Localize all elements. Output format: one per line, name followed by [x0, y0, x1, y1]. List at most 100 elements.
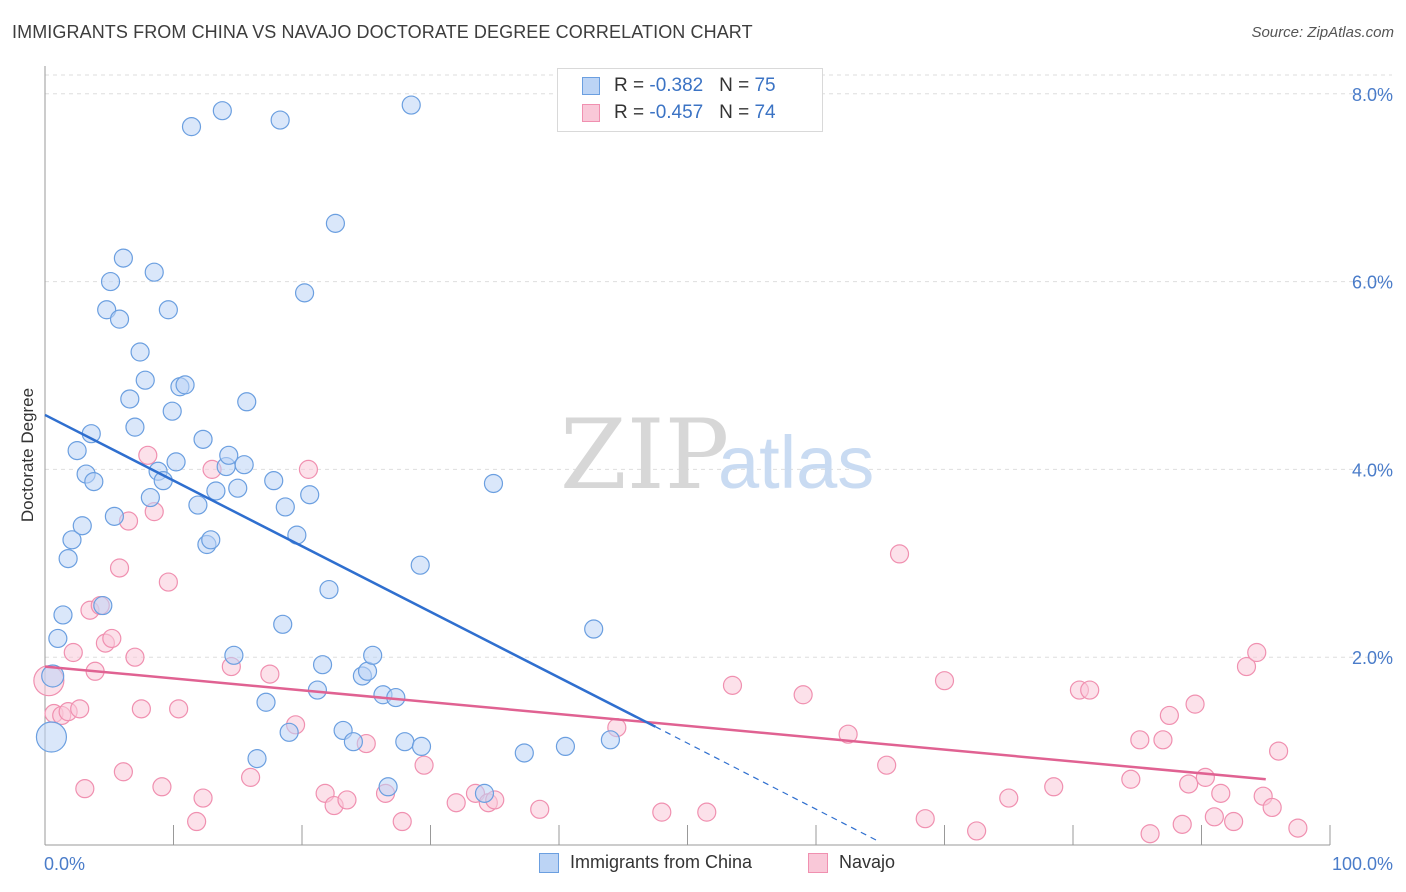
chart-title: IMMIGRANTS FROM CHINA VS NAVAJO DOCTORAT… [12, 22, 753, 42]
navajo-point [414, 755, 434, 775]
navajo-point [298, 459, 319, 479]
legend-r-label: R = [614, 102, 650, 123]
navajo-point [337, 790, 357, 810]
china-point [162, 401, 182, 421]
navajo-point [652, 802, 672, 822]
navajo-point [1044, 777, 1064, 797]
navajo-point [793, 685, 813, 705]
china-point [483, 473, 504, 494]
navajo-point [113, 762, 133, 782]
china-point [224, 645, 244, 665]
legend-n-label: N = [719, 75, 755, 96]
navajo-point [138, 445, 158, 465]
china-point [325, 213, 346, 233]
china-point [474, 783, 495, 803]
bottom-legend-swatch-navajo [808, 853, 828, 873]
navajo-point [75, 779, 95, 799]
navajo-point [193, 788, 213, 808]
china-point [67, 441, 87, 461]
navajo-point [934, 671, 955, 691]
navajo-point [102, 628, 122, 649]
navajo-point [63, 642, 83, 663]
china-point [201, 530, 221, 550]
china-point [273, 614, 293, 634]
navajo-point [125, 647, 145, 667]
china-point [125, 417, 145, 437]
china-point [275, 497, 295, 517]
china-point [264, 471, 284, 491]
legend-r-value: -0.457 [649, 102, 704, 123]
navajo-point [158, 572, 178, 592]
china-point [294, 283, 315, 303]
china-point [357, 661, 378, 681]
china-point [72, 516, 92, 536]
china-point [206, 481, 226, 501]
navajo-point [722, 675, 743, 695]
navajo-trend-line [44, 665, 1266, 781]
navajo-point [889, 544, 910, 564]
navajo-point [1211, 783, 1231, 803]
china-point [144, 262, 164, 282]
china-trend-line [44, 413, 656, 728]
china-point [234, 455, 254, 475]
china-point [514, 743, 534, 763]
navajo-point [697, 802, 717, 822]
navajo-point [1268, 741, 1289, 761]
bottom-legend-label-navajo: Navajo [839, 852, 896, 872]
china-point [175, 375, 195, 395]
legend-swatch-china [582, 77, 600, 95]
china-points [35, 95, 621, 803]
navajo-point [530, 799, 550, 819]
navajo-point [1204, 807, 1224, 827]
navajo-point [1080, 680, 1100, 700]
china-point [93, 595, 113, 616]
navajo-point [152, 777, 172, 797]
china-point [256, 692, 276, 712]
navajo-point [967, 821, 987, 841]
navajo-point [131, 699, 151, 719]
axis-labels: 2.0% 4.0% 6.0% 8.0% 0.0% 100.0% Doctorate Degr… [18, 85, 1393, 874]
navajo-point [187, 811, 207, 832]
china-point [193, 429, 213, 449]
china-point [97, 300, 117, 320]
navajo-point [1262, 797, 1282, 818]
china-point [53, 605, 73, 625]
china-point [395, 732, 415, 752]
china-point [100, 271, 121, 292]
navajo-point [1140, 824, 1160, 844]
china-point [219, 445, 239, 465]
china-point [181, 117, 202, 137]
china-point [140, 487, 160, 508]
china-point [270, 110, 290, 130]
china-point [120, 389, 140, 409]
y-tick-label: 6.0% [1352, 273, 1393, 293]
china-point [188, 495, 208, 515]
china-point [319, 579, 339, 600]
watermark-atlas: atlas [718, 421, 874, 504]
china-point [158, 300, 178, 320]
china-point [130, 342, 150, 362]
legend-r-label: R = [614, 75, 650, 96]
navajo-point [1153, 730, 1173, 750]
x-tick-label-max: 100.0% [1332, 854, 1393, 874]
x-tick-label-min: 0.0% [44, 854, 85, 874]
y-tick-label: 8.0% [1352, 85, 1393, 105]
china-point [135, 370, 155, 390]
china-point [312, 655, 333, 675]
gridlines [45, 74, 1392, 658]
navajo-point [1179, 774, 1199, 794]
china-point [247, 749, 267, 769]
china-point [212, 101, 232, 121]
legend-n-value: 74 [754, 102, 776, 123]
navajo-point [1224, 811, 1244, 832]
navajo-point [169, 699, 189, 719]
china-point [62, 530, 82, 550]
navajo-point [446, 793, 466, 813]
source-label: Source: ZipAtlas.com [1251, 24, 1394, 41]
china-point [237, 392, 257, 412]
watermark-zip: ZIP [560, 399, 729, 511]
bottom-legend-swatch-china [539, 853, 559, 873]
china-point [41, 664, 65, 688]
trend-lines [44, 413, 1266, 843]
navajo-point [241, 767, 261, 787]
